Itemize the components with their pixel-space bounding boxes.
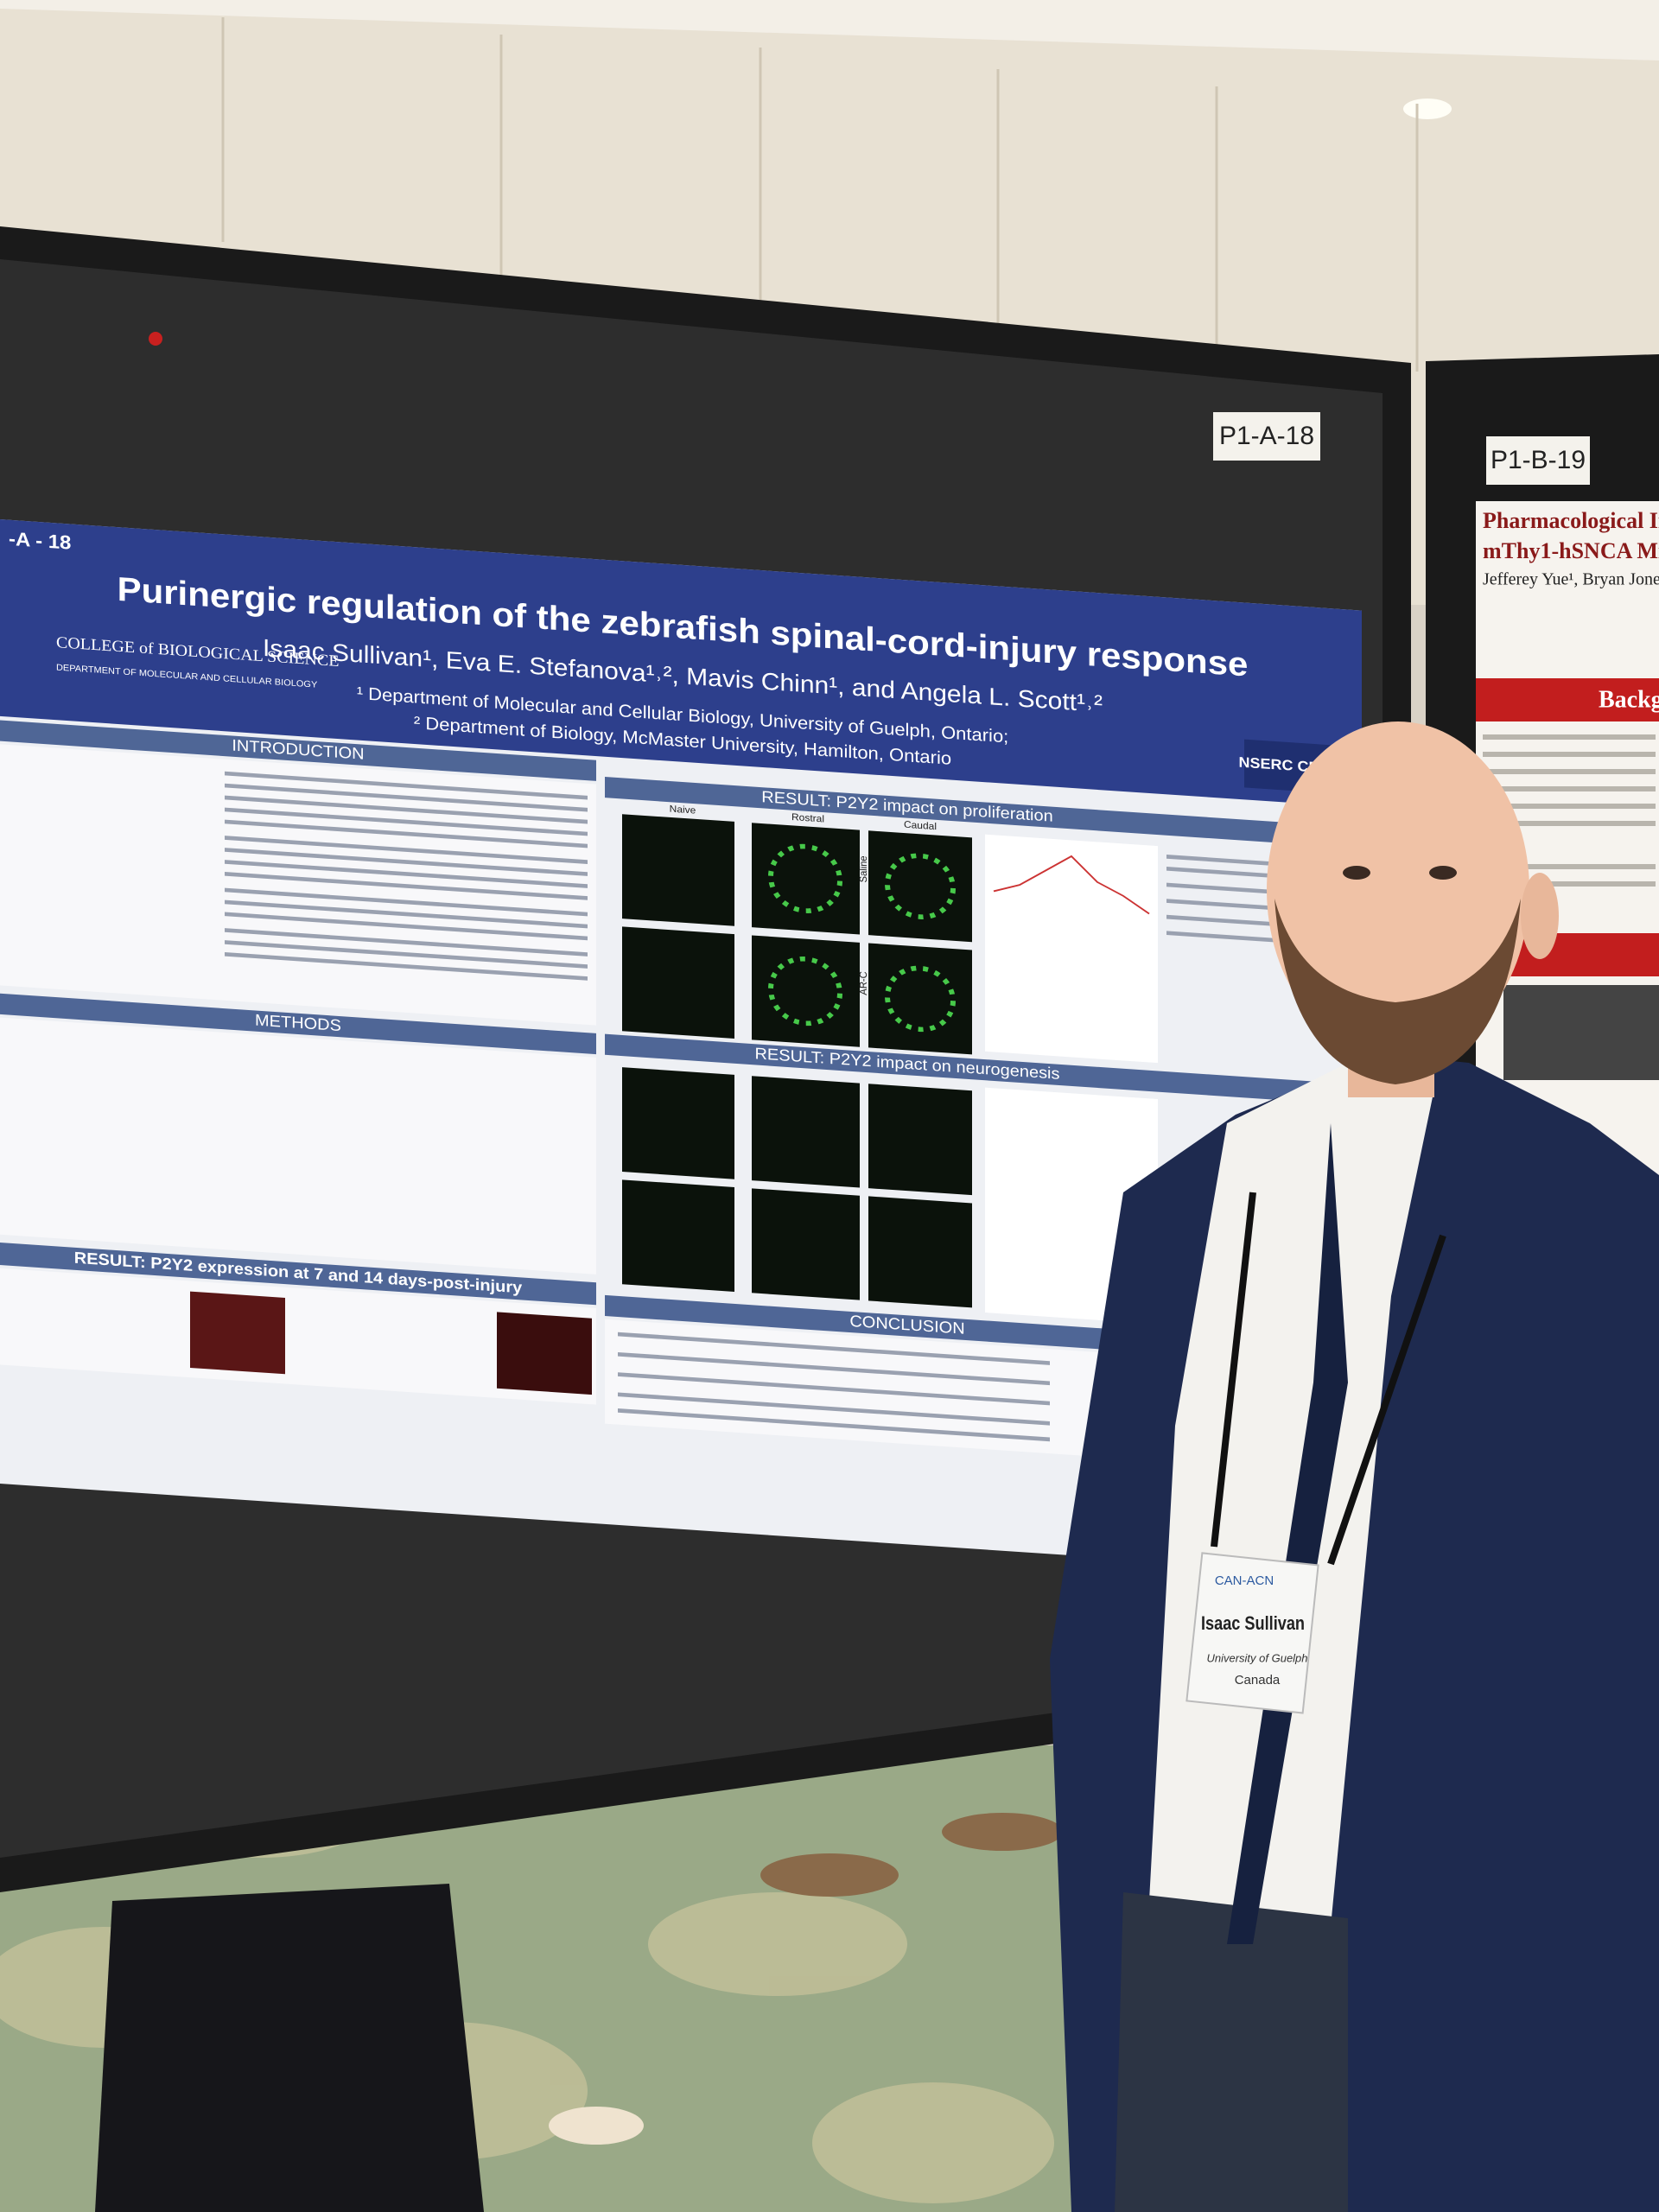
board-label-text: P1-A-18 bbox=[1219, 422, 1314, 450]
neighbor-figure bbox=[1503, 985, 1659, 1080]
figure-panel bbox=[190, 1291, 285, 1375]
board-label-text: P1-B-19 bbox=[1491, 446, 1586, 474]
lapel bbox=[1227, 1123, 1348, 1944]
ceiling bbox=[0, 0, 1659, 60]
graph-area bbox=[985, 834, 1158, 1064]
neighbor-title: Pharmacological Inh bbox=[1483, 508, 1659, 533]
passerby-legs bbox=[95, 1884, 484, 2212]
badge-affiliation: University of Guelph bbox=[1206, 1651, 1307, 1664]
board-label bbox=[1486, 436, 1590, 485]
section-bar bbox=[0, 1243, 596, 1306]
microscopy-panels bbox=[622, 814, 972, 1055]
panel-label: Rostral bbox=[791, 811, 824, 824]
shoe bbox=[549, 2107, 644, 2145]
lanyard bbox=[1211, 1192, 1446, 1566]
graph-line bbox=[993, 855, 1150, 915]
neighbor-authors: Jefferey Yue¹, Bryan Jones bbox=[1483, 570, 1659, 589]
name-badge bbox=[1185, 1552, 1319, 1714]
panel-label: Naive bbox=[670, 804, 696, 817]
microscopy-panels bbox=[622, 1067, 972, 1308]
ceiling-light bbox=[1403, 99, 1452, 119]
badge-org: CAN-ACN bbox=[1215, 1573, 1274, 1588]
poster-header bbox=[0, 519, 1362, 808]
conclusion-text-lines bbox=[618, 1332, 1050, 1442]
section-bar bbox=[0, 993, 596, 1055]
shoe bbox=[760, 1853, 899, 1897]
shoe bbox=[942, 1813, 1063, 1851]
ear bbox=[1521, 873, 1559, 959]
panel-label: Saline bbox=[858, 855, 869, 883]
section-body bbox=[0, 1268, 596, 1405]
beard bbox=[1274, 899, 1521, 1084]
wall-panels bbox=[221, 17, 1419, 380]
badge-country: Canada bbox=[1235, 1673, 1281, 1688]
push-pin bbox=[149, 332, 162, 346]
panel-label: AR-C bbox=[858, 971, 869, 995]
eye bbox=[1343, 866, 1370, 880]
section-body bbox=[0, 744, 596, 1026]
shirt bbox=[1149, 1063, 1434, 1927]
poster: -A - 18 Purinergic regulation of the zeb… bbox=[0, 519, 1362, 1575]
figure-panel bbox=[497, 1312, 592, 1395]
intro-text-lines bbox=[225, 771, 588, 981]
poster-id: -A - 18 bbox=[9, 528, 72, 554]
eye bbox=[1429, 866, 1457, 880]
panel-label: Caudal bbox=[904, 819, 937, 832]
section-bar bbox=[605, 1033, 1362, 1106]
section-bar bbox=[605, 777, 1362, 849]
neighbor-section: Backg bbox=[1599, 686, 1659, 713]
neighbor-section-bar bbox=[1476, 678, 1659, 721]
section-body bbox=[0, 1017, 596, 1274]
badge-name: Isaac Sullivan bbox=[1201, 1612, 1305, 1634]
neighbor-text-lines bbox=[1483, 734, 1656, 887]
board-label bbox=[1213, 412, 1320, 461]
neighbor-title: mThy1-hSNCA Mic bbox=[1483, 538, 1659, 563]
head bbox=[1267, 721, 1529, 1058]
jeans bbox=[1115, 1892, 1348, 2212]
section-bar bbox=[0, 720, 596, 781]
